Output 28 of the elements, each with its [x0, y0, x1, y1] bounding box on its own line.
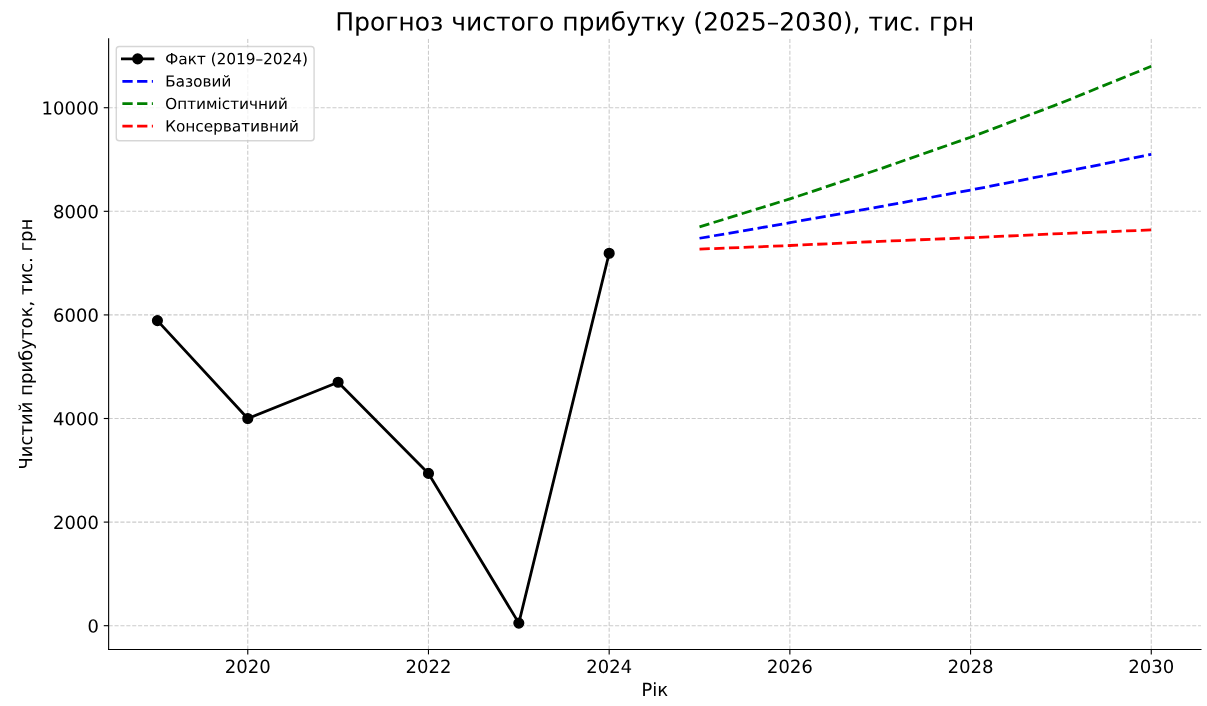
point [242, 412, 254, 425]
x-tick-label: 2020 [226, 659, 270, 674]
point [332, 376, 344, 388]
legend-label: Оптимістичний [166, 97, 287, 110]
line-series [698, 152, 1153, 240]
y-tick-label: 2000 [54, 515, 98, 530]
x-tick-label: 2024 [587, 659, 632, 674]
legend-label: Факт (2019–2024) [166, 52, 307, 67]
y-axis-title: Чистий прибуток, тис. грн [18, 220, 36, 469]
x-tick-label: 2030 [1129, 659, 1174, 674]
point [513, 617, 525, 629]
line-series [698, 228, 1153, 251]
x-tick-label: 2028 [948, 659, 993, 674]
y-tick-label: 0 [88, 619, 98, 633]
legend-label: Базовий [166, 75, 230, 87]
x-axis-title: Рік [643, 682, 668, 696]
y-tick-label: 6000 [54, 308, 98, 323]
y-tick-label: 4000 [53, 411, 98, 426]
legend-label: Консервативний [166, 119, 298, 135]
point [603, 247, 615, 259]
point [151, 315, 163, 327]
line-series [698, 64, 1153, 229]
x-tick-label: 2022 [406, 659, 450, 674]
y-tick-label: 10000 [43, 101, 98, 115]
x-tick-label: 2026 [768, 659, 812, 674]
y-tick-label: 8000 [54, 204, 98, 219]
point [422, 467, 435, 479]
chart-title: Прогноз чистого прибутку (2025–2030), тис. грн [337, 11, 973, 36]
